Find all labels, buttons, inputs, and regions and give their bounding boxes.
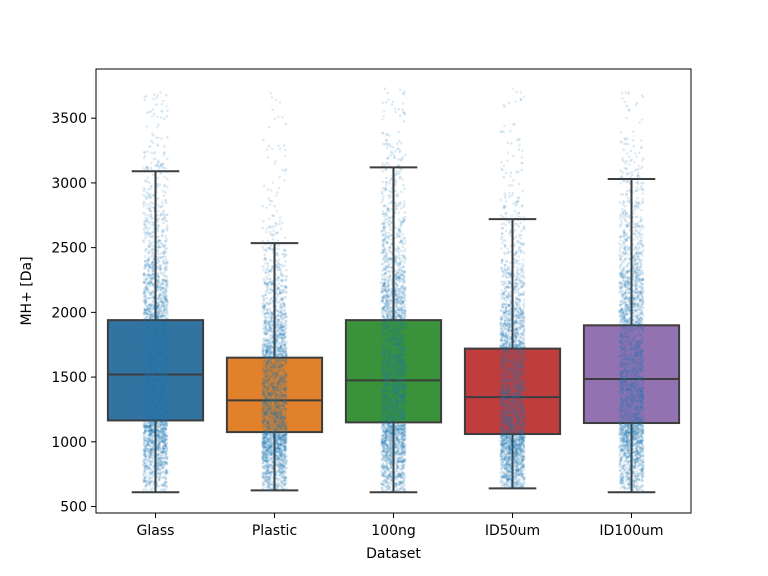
y-tick-label-2500: 2500 xyxy=(51,241,87,257)
x-tick-label-id50um: ID50um xyxy=(485,523,540,539)
strip-points-top-id100um xyxy=(618,152,645,494)
y-tick-label-1500: 1500 xyxy=(51,370,87,386)
box-glass xyxy=(106,170,205,494)
box-id100um xyxy=(582,178,681,494)
strip-points-top-plastic xyxy=(261,216,288,492)
y-tick-label-500: 500 xyxy=(60,500,87,516)
y-axis-label: MH+ [Da] xyxy=(19,256,35,325)
y-tick-label-3000: 3000 xyxy=(51,176,87,192)
box-plastic xyxy=(225,242,324,492)
box-body-plastic xyxy=(225,356,324,434)
box-100ng xyxy=(344,166,443,494)
box-body-100ng xyxy=(344,319,443,424)
y-axis: 500 1000 1500 2000 2500 3000 3500 xyxy=(51,111,96,516)
x-tick-label-id100um: ID100um xyxy=(599,523,663,539)
strip-points-overlay xyxy=(142,143,645,494)
x-axis: Glass Plastic 100ng ID50um ID100um xyxy=(137,513,664,539)
x-tick-label-plastic: Plastic xyxy=(252,523,297,539)
y-tick-label-3500: 3500 xyxy=(51,111,87,127)
box-id50um xyxy=(463,218,562,490)
box-body-id50um xyxy=(463,347,562,436)
box-body-id100um xyxy=(582,324,681,425)
x-tick-label-100ng: 100ng xyxy=(371,523,415,539)
y-tick-label-1000: 1000 xyxy=(51,435,87,451)
strip-points-top-100ng xyxy=(380,143,407,493)
strip-points-top-id50um xyxy=(499,192,526,490)
x-axis-label: Dataset xyxy=(366,546,421,562)
strip-points-top-glass xyxy=(142,151,169,494)
box-body-glass xyxy=(106,319,205,422)
y-tick-label-2000: 2000 xyxy=(51,305,87,321)
boxes-layer xyxy=(106,143,681,494)
x-tick-label-glass: Glass xyxy=(137,523,175,539)
